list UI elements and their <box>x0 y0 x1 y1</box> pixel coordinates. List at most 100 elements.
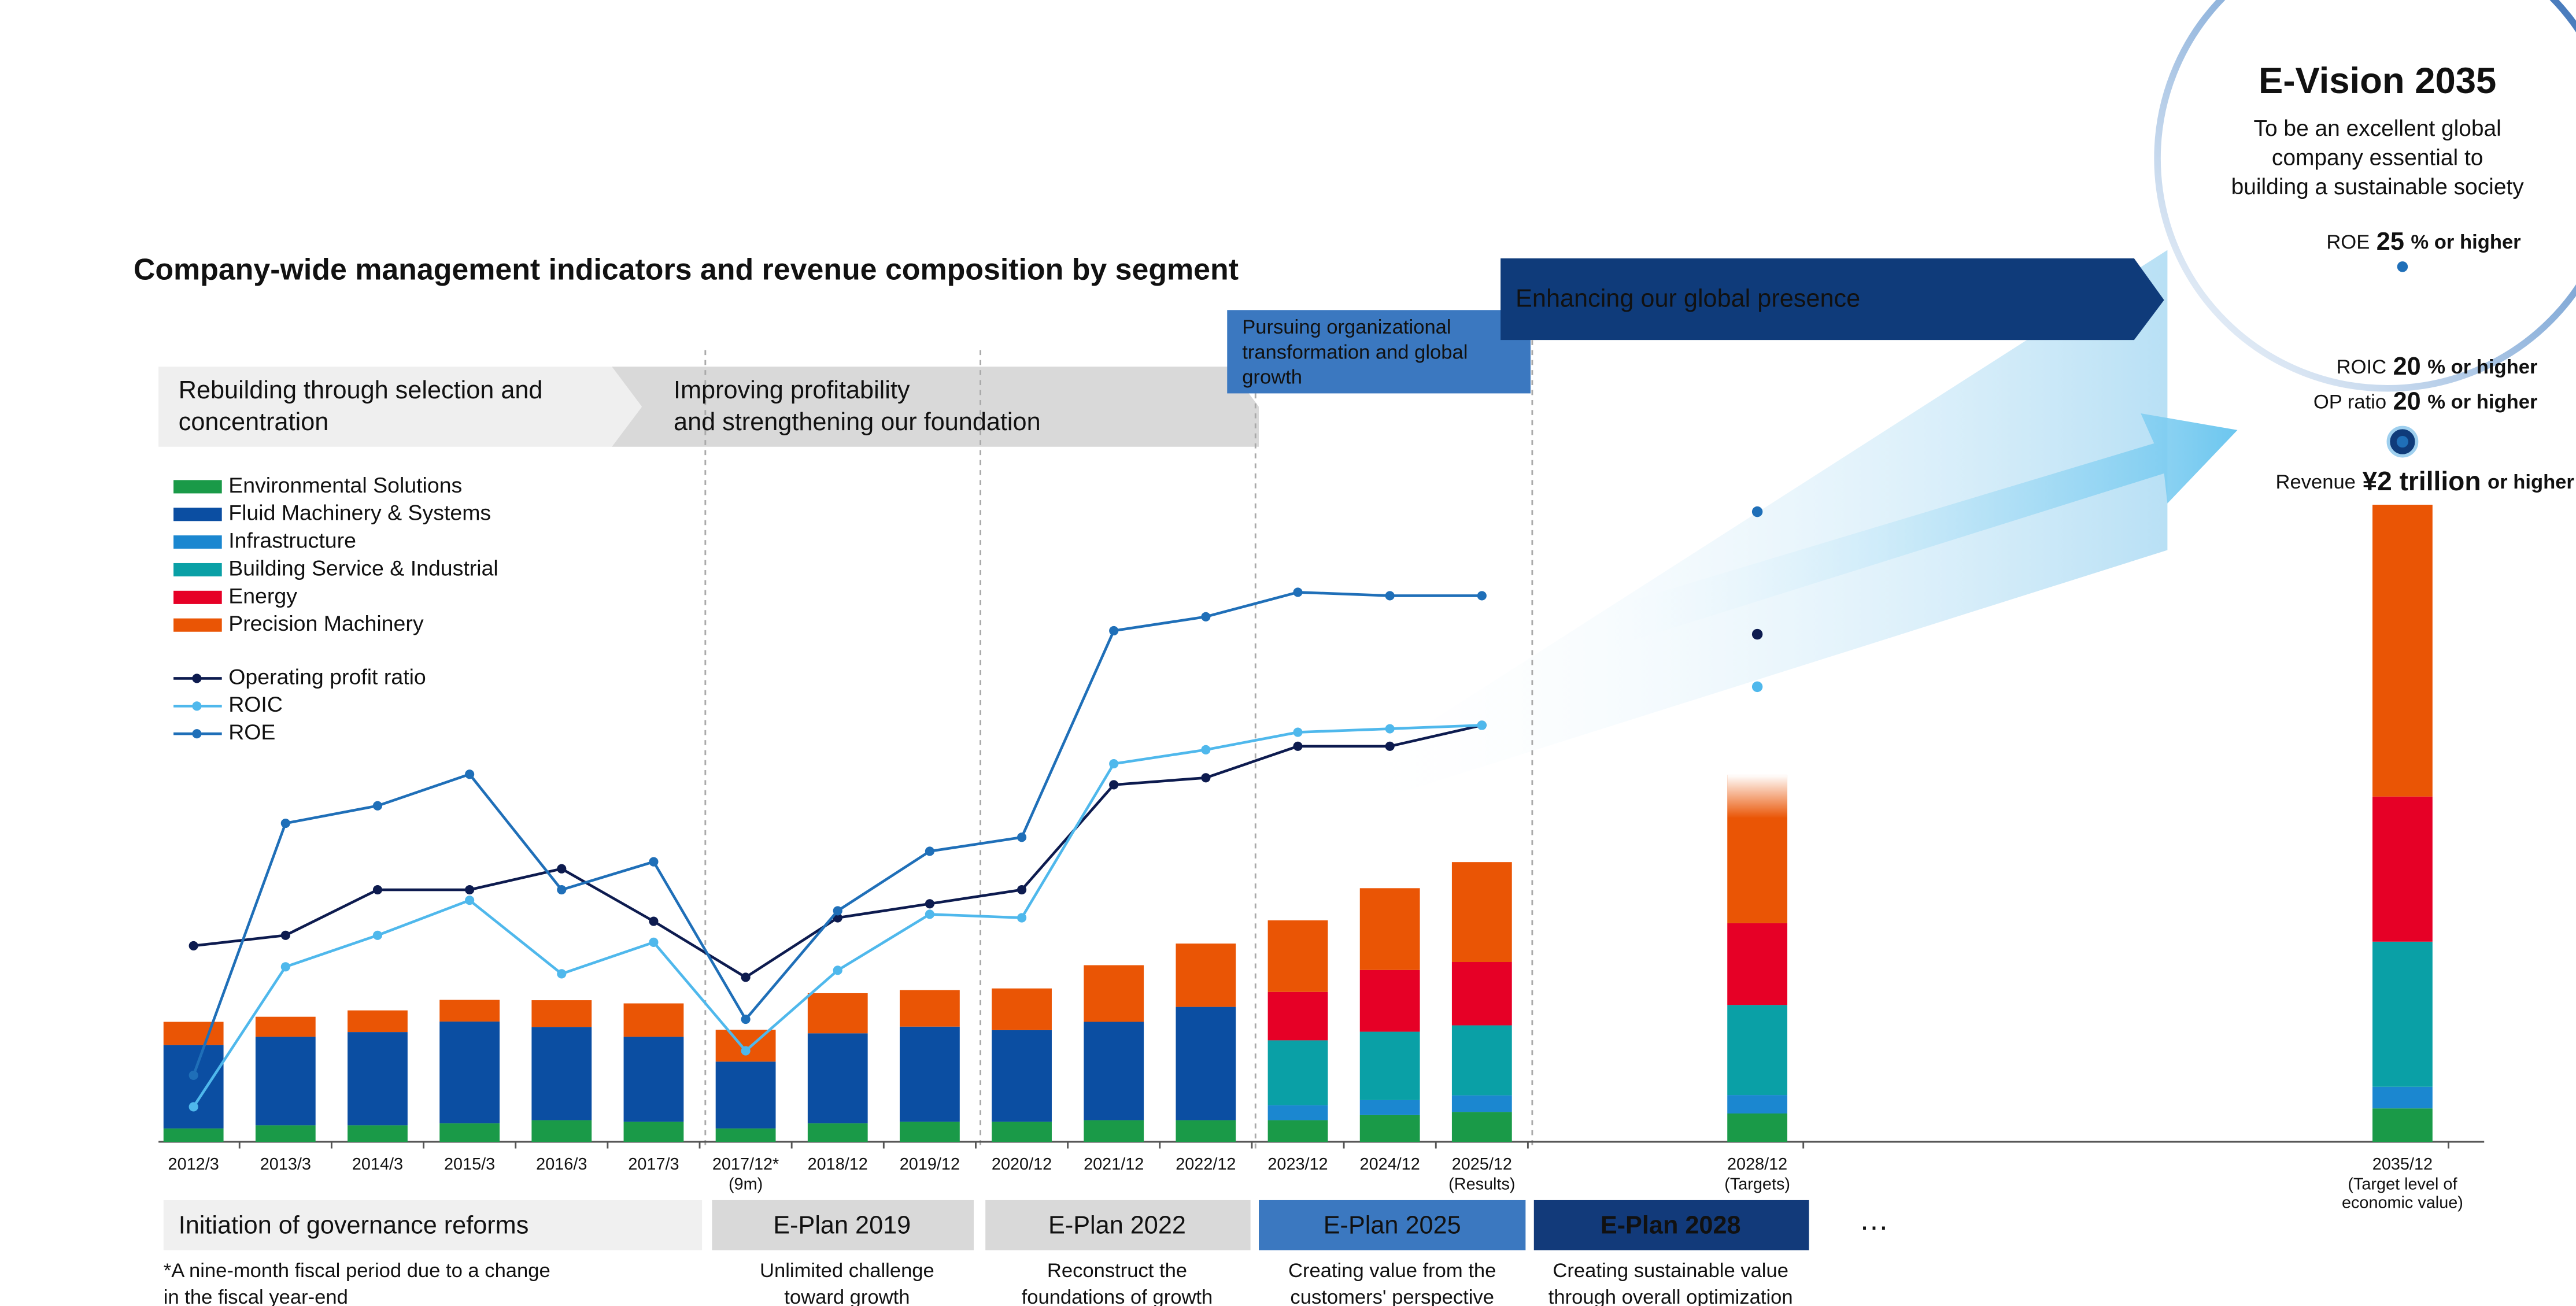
bar-segment <box>531 1120 592 1142</box>
bar-segment <box>1451 1112 1512 1142</box>
legend-label: Environmental Solutions <box>228 473 462 497</box>
x-tick-label: 2022/12 <box>1176 1155 1236 1174</box>
line-point <box>372 801 383 811</box>
line-point <box>1293 727 1303 737</box>
bar-segment <box>163 1128 224 1142</box>
bar-segment <box>899 1122 960 1142</box>
phase-banner <box>612 367 1259 447</box>
plan-box <box>712 1200 974 1250</box>
legend-label: Energy <box>228 583 297 608</box>
target-label: Revenue ¥2 trillion or higher <box>2276 466 2574 496</box>
plan-label: E-Plan 2025 <box>1324 1211 1461 1239</box>
bar-segment <box>1359 1100 1420 1115</box>
line-point <box>1109 759 1119 769</box>
bar-segment <box>1359 1115 1420 1142</box>
legend-label: Precision Machinery <box>228 611 424 635</box>
bar-segment <box>1084 965 1144 1022</box>
x-tick-note: (9m) <box>729 1175 763 1194</box>
phase-text: transformation and global <box>1242 341 1468 363</box>
legend-swatch <box>173 535 222 549</box>
phase-text: Enhancing our global presence <box>1516 284 1860 312</box>
plan-note: *A nine-month fiscal period due to a cha… <box>164 1260 550 1282</box>
bar-segment <box>715 1061 776 1129</box>
x-tick-label: 2025/12 <box>1452 1155 1512 1174</box>
line-point <box>925 846 934 856</box>
bar-segment <box>992 988 1052 1030</box>
bar-segment <box>531 1027 592 1120</box>
phase-banner <box>1227 310 1531 394</box>
x-tick-note: (Results) <box>1448 1175 1515 1194</box>
plan-box <box>1533 1200 1809 1250</box>
line-point <box>465 769 475 779</box>
bar-segment <box>807 1123 868 1142</box>
line-point <box>280 818 290 828</box>
vision-circle <box>2154 0 2576 392</box>
line-point <box>465 896 475 905</box>
bar-segment <box>348 1032 408 1126</box>
line-point <box>1293 587 1303 597</box>
legend-dot <box>192 701 202 711</box>
legend-swatch <box>173 618 222 632</box>
bar-segment <box>992 1122 1052 1142</box>
bar-segment <box>992 1030 1052 1122</box>
target-part: ¥2 trillion <box>2362 466 2481 496</box>
x-tick-label: 2028/12 <box>1727 1155 1787 1174</box>
line-point <box>189 941 198 951</box>
bar-segment <box>899 990 960 1027</box>
plan-note: through overall optimization <box>1548 1286 1793 1306</box>
x-tick-note: (Target level of <box>2348 1175 2457 1194</box>
plan-label: E-Plan 2019 <box>773 1211 911 1239</box>
plan-note: Unlimited challenge <box>760 1260 934 1282</box>
legend-swatch <box>173 480 222 494</box>
line-point <box>1477 720 1487 730</box>
target-label: OP ratio 20 % or higher <box>2313 388 2538 416</box>
target-part: OP ratio <box>2313 391 2386 413</box>
bar-segment <box>2372 505 2433 797</box>
phase-text: concentration <box>179 408 329 436</box>
line-point <box>1109 780 1119 790</box>
phase-text: Rebuilding through selection and <box>179 376 543 404</box>
bar-segment <box>1267 1040 1328 1105</box>
legend-label: ROIC <box>228 692 283 716</box>
line-point <box>649 937 659 947</box>
bar-segment <box>163 1022 224 1045</box>
plan-label: E-Plan 2022 <box>1048 1211 1186 1239</box>
legend-dot <box>192 729 202 739</box>
phase-dividers <box>704 340 1533 1150</box>
legend-label: ROE <box>228 720 275 744</box>
vision-title: E-Vision 2035 <box>2259 61 2496 101</box>
bar-segment <box>1727 1113 1788 1142</box>
bar-segment <box>807 993 868 1034</box>
target-part: % or higher <box>2427 391 2537 413</box>
legend-label: Fluid Machinery & Systems <box>228 501 491 525</box>
bar-segment <box>1727 923 1788 1005</box>
x-tick-label: 2020/12 <box>992 1155 1052 1174</box>
swoosh <box>1333 250 2168 809</box>
line-point <box>1385 591 1395 601</box>
x-tick-label: 2021/12 <box>1084 1155 1144 1174</box>
line-point <box>741 1015 751 1024</box>
bar-segment <box>255 1016 316 1037</box>
bar-segment <box>163 1045 224 1129</box>
plan-label: … <box>1859 1203 1889 1236</box>
line-point <box>1201 745 1211 754</box>
target-part: % or higher <box>2427 356 2537 378</box>
bar-segment <box>2372 1086 2433 1109</box>
bar-segment <box>1267 991 1328 1041</box>
bar-segment <box>531 1000 592 1027</box>
bar-segment <box>1267 1120 1328 1142</box>
bar-segment <box>1727 1095 1788 1114</box>
bar-segment <box>348 1010 408 1033</box>
plan-note: customers' perspective <box>1290 1286 1494 1306</box>
vision-text: company essential to <box>2272 146 2483 171</box>
line-point <box>280 962 290 972</box>
target-part: 20 <box>2393 388 2421 416</box>
line-point <box>833 965 842 975</box>
line-point <box>1385 724 1395 734</box>
x-tick-note: economic value) <box>2342 1193 2463 1212</box>
line-point <box>1017 885 1027 895</box>
line-point <box>1017 833 1027 842</box>
bar-segment <box>623 1122 684 1142</box>
vision-text: building a sustainable society <box>2231 175 2525 199</box>
bar-segment <box>1727 1005 1788 1096</box>
